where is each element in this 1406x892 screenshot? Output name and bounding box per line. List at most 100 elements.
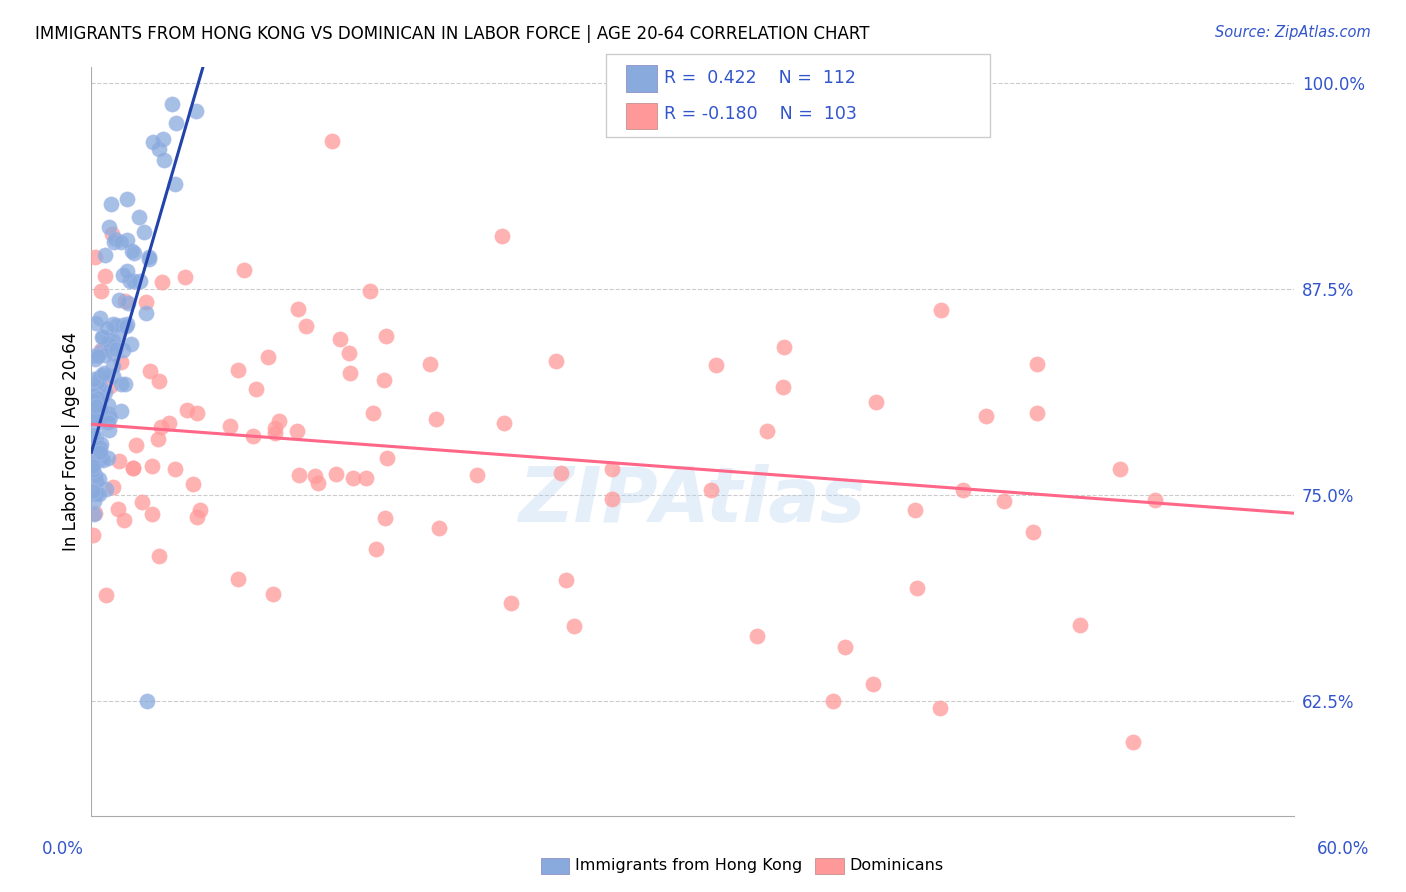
Point [115,264,138,278]
Point [91,368,114,383]
Point [103,346,125,360]
Point [148,143,170,157]
Text: Immigrants from Hong Kong: Immigrants from Hong Kong [575,858,803,872]
Point [98,407,121,421]
Point [100,227,122,242]
Point [94,482,117,496]
Point [287,301,309,316]
Point [89,412,111,426]
Text: 0.0%: 0.0% [42,840,84,858]
Point [141,458,163,473]
Point [425,412,447,426]
Point [181,476,204,491]
Point [188,502,211,516]
Point [834,640,856,654]
Point [128,210,150,224]
Point [82,456,104,470]
Point [1026,358,1049,372]
Point [84,429,107,443]
Point [117,317,139,331]
Point [132,225,155,239]
Point [97,398,120,412]
Point [84,449,107,463]
Point [98,334,121,348]
Point [83,507,105,521]
Point [96,321,118,335]
Point [89,452,111,467]
Point [342,470,364,484]
Point [94,348,117,362]
Point [110,355,132,369]
Point [491,228,513,243]
Point [83,468,105,483]
Point [136,694,159,708]
Point [865,394,887,409]
Point [337,346,360,360]
Point [1108,461,1130,475]
Point [821,694,844,708]
Point [325,467,347,481]
Point [94,248,117,262]
Point [97,415,120,429]
Point [904,503,927,517]
Point [267,413,290,427]
Point [110,235,132,249]
Point [600,462,623,476]
Point [82,483,104,498]
Point [176,402,198,417]
Point [226,363,249,377]
Point [82,393,104,408]
Point [501,595,523,609]
Point [97,450,120,465]
Point [165,116,187,130]
Point [114,377,136,392]
Point [124,274,146,288]
Point [1144,492,1167,507]
Point [90,436,112,450]
Point [98,423,121,437]
Point [84,250,107,264]
Point [1122,735,1144,749]
Point [562,618,585,632]
Point [165,178,187,192]
Point [89,440,111,454]
Point [120,337,142,351]
Point [82,401,104,415]
Point [465,468,488,483]
Point [86,376,108,391]
Point [233,263,256,277]
Point [363,407,385,421]
Point [90,284,112,298]
Point [375,450,398,465]
Point [173,269,195,284]
Point [135,306,157,320]
Point [929,302,952,317]
Point [84,400,107,414]
Point [94,384,117,399]
Point [103,368,125,383]
Point [146,433,169,447]
Text: Dominicans: Dominicans [849,858,943,872]
Point [86,401,108,415]
Point [755,424,778,438]
Point [111,318,134,332]
Point [492,416,515,430]
Point [600,492,623,507]
Point [152,153,174,168]
Point [90,344,112,359]
Point [928,701,950,715]
Point [287,467,309,482]
Point [263,426,285,441]
Point [110,404,132,418]
Point [93,366,115,380]
Point [285,424,308,438]
Point [120,274,142,288]
Point [700,483,723,498]
Point [82,450,104,465]
Point [90,343,112,357]
Point [89,370,111,384]
Point [89,442,111,457]
Point [100,378,122,392]
Point [83,388,105,402]
Point [747,629,769,643]
